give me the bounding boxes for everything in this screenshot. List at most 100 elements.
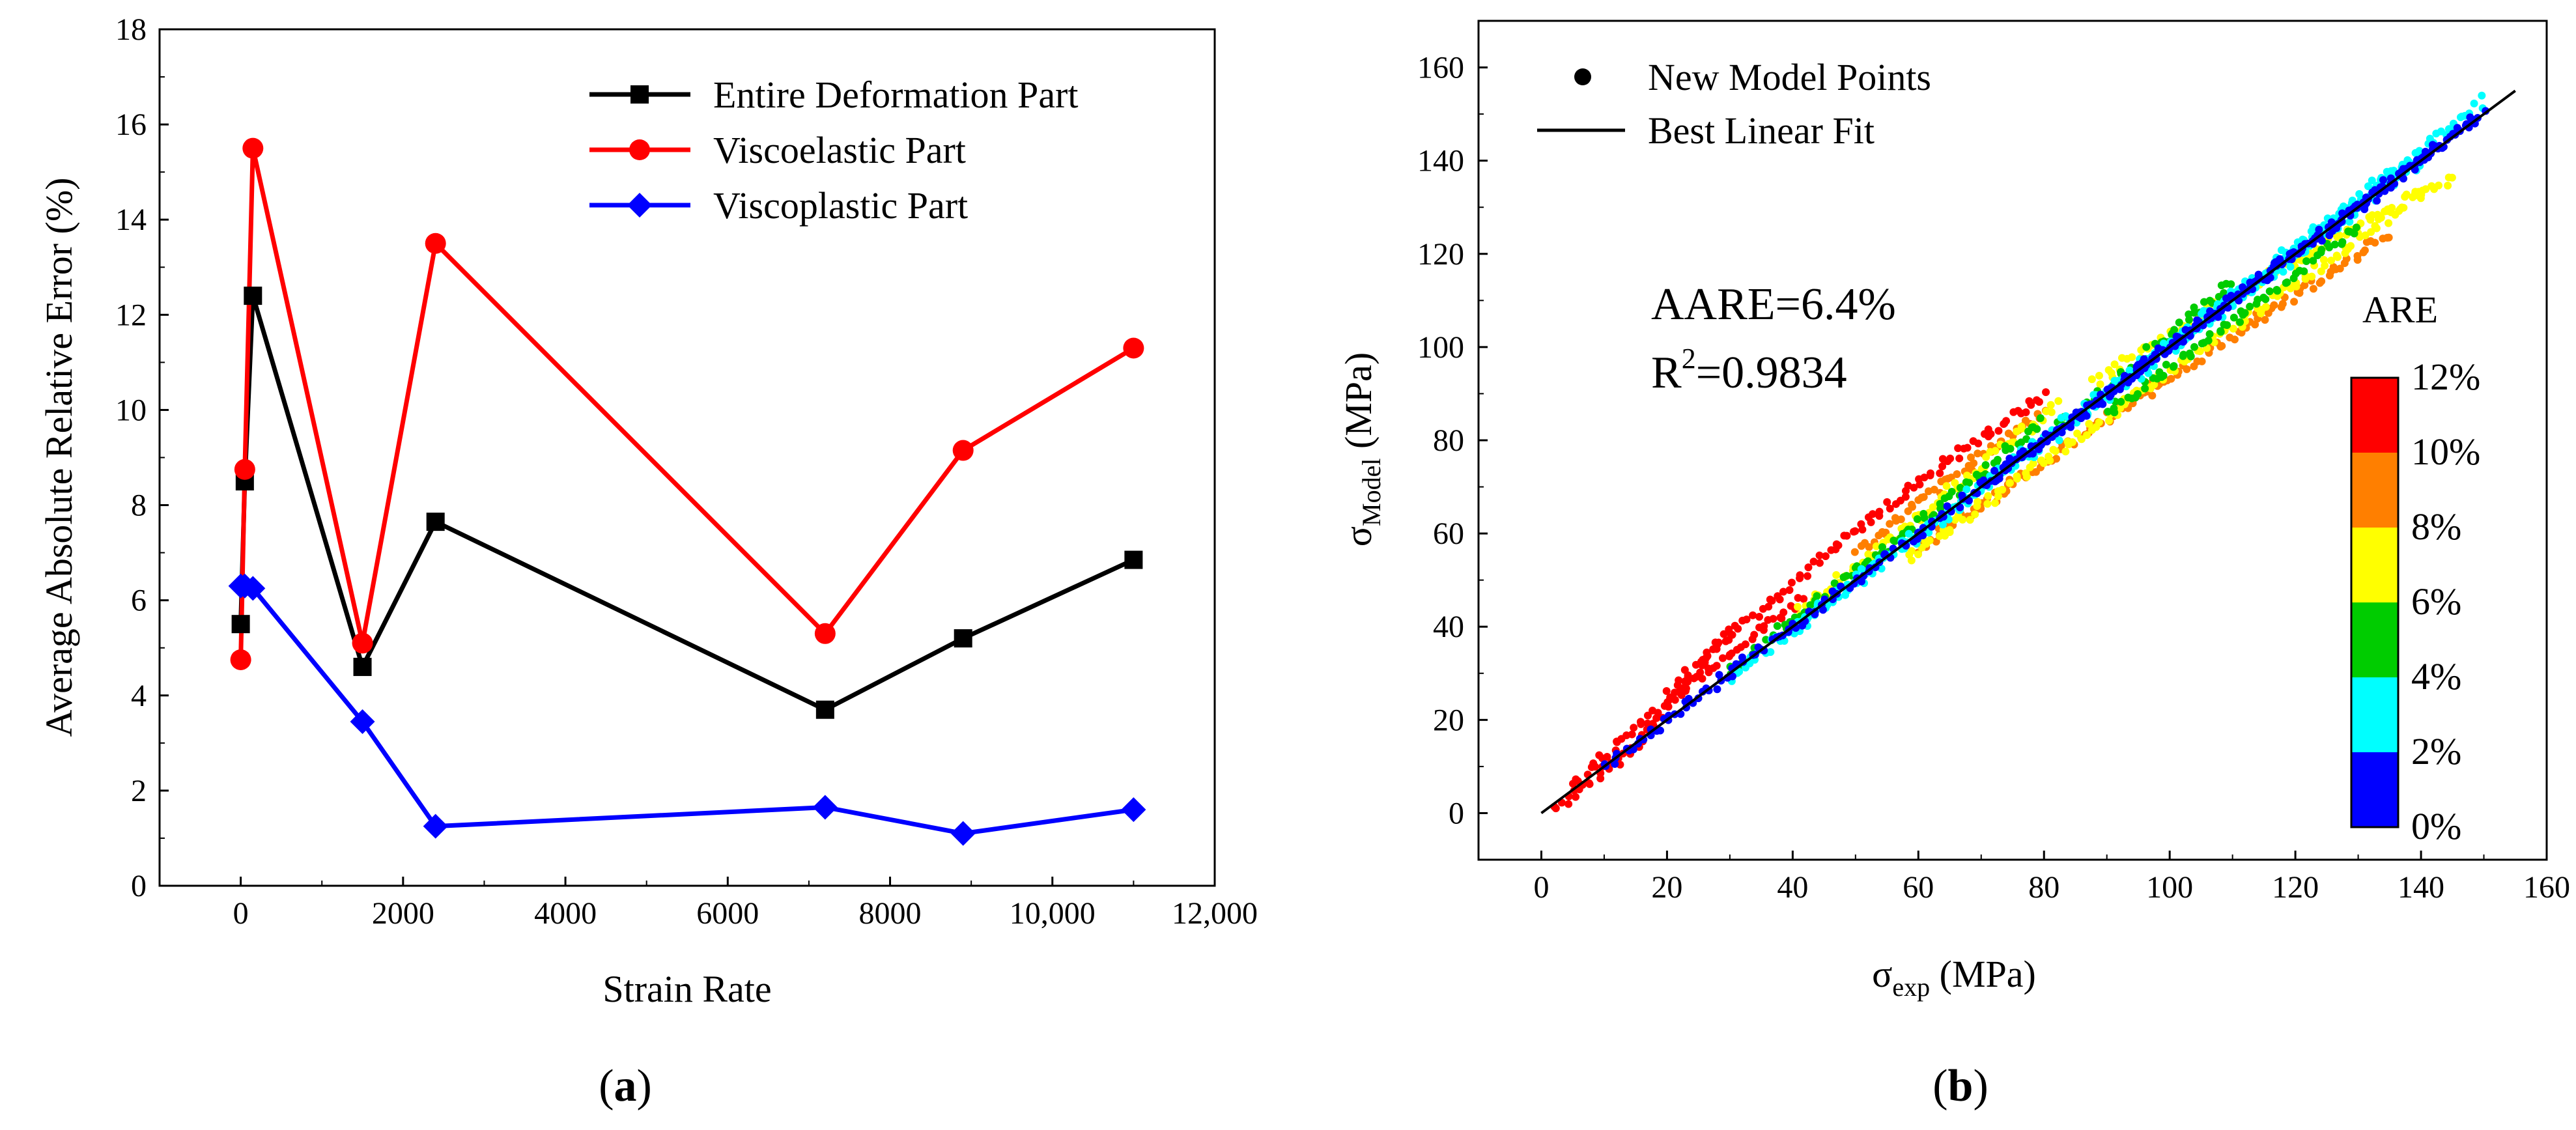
panel-b-colorbar-segment [2351,677,2398,752]
panel-a-legend-marker [627,193,652,218]
panel-b-scatter-point [2110,360,2119,369]
panel-a-data-point [1123,337,1144,359]
panel-b-scatter-point [1946,526,1954,534]
panel-b-scatter-point [1904,530,1913,538]
panel-b-scatter-point [2035,398,2043,406]
panel-b-scatter-point [1718,654,1727,662]
panel-b-legend-point-marker [1574,68,1591,85]
panel-b-scatter-point [2444,181,2452,190]
panel-b-scatter-point [1830,579,1839,587]
panel-b-x-axis-title: σexp (MPa) [1872,953,2036,1002]
panel-b-scatter-point [1994,492,2002,500]
panel-a-series-line-entire-deformation-part [238,293,1135,713]
panel-b-scatter-point [1749,611,1757,619]
panel-a-data-point [353,657,372,676]
panel-b-scatter-point [1926,469,1934,477]
panel-b-scatter-point [2229,324,2237,333]
panel-b-x-tick-label: 120 [2272,870,2319,905]
panel-b-scatter-point [2142,343,2151,351]
panel-b-scatter-point [1684,671,1692,679]
panel-b-scatter-point [1785,586,1794,594]
panel-b-scatter-point [2198,357,2206,365]
panel-b-scatter-point [1703,653,1711,661]
panel-b-scatter-point [2327,256,2336,264]
panel-b-scatter-point [2435,181,2443,190]
panel-b-scatter-point [2051,447,2059,455]
panel-b-scatter-point [2237,328,2246,337]
panel-b-scatter-point [2276,255,2284,263]
panel-a-data-point [352,632,373,654]
panel-b-scatter-point [1943,502,1951,511]
panel-b-scatter-point [1832,571,1841,579]
panel-a-y-tick-label: 0 [131,869,147,903]
panel-b-scatter-point [1963,444,1972,452]
panel-b-scatter-point [1990,499,1999,507]
panel-b-scatter-point [1857,565,1865,573]
panel-a-legend: Entire Deformation Part Viscoelastic Part… [589,74,1079,227]
panel-b-scatter-point [2317,267,2325,275]
panel-b-scatter-point [1712,645,1721,653]
panel-b-scatter-point [2052,455,2061,463]
panel-b-scatter-point [2290,298,2299,306]
panel-b-legend-fit-label: Best Linear Fit [1648,109,1875,152]
panel-b-scatter-point [2415,147,2424,155]
panel-b-y-tick-label: 100 [1417,330,1464,365]
panel-a-x-tick-label: 8000 [859,896,922,931]
panel-b-scatter-point [1698,674,1706,683]
panel-b-colorbar-label: 8% [2411,505,2461,548]
panel-b-scatter-point [2236,318,2244,326]
panel-b-y-tick-label: 0 [1449,796,1464,830]
panel-a-x-axis-title: Strain Rate [602,968,771,1010]
panel-b-aare-annotation: AARE=6.4% [1651,279,1896,330]
panel-b-scatter-point [2029,459,2037,468]
panel-b-scatter-point [1690,674,1698,683]
panel-b-scatter-point [1970,459,1978,468]
panel-b-scatter-point [2095,418,2103,427]
panel-a-data-point [242,137,264,159]
panel-b-scatter-point [2054,397,2063,405]
panel-b-scatter-point [2227,280,2235,289]
panel-b-scatter-point [1919,531,1927,540]
panel-b-x-tick-label: 20 [1651,870,1682,905]
panel-b-scatter-point [2042,388,2050,397]
panel-b-scatter-point [1987,430,1995,438]
panel-b-scatter-point [1908,500,1916,509]
panel-b-scatter-point [2190,343,2199,351]
panel-b-scatter-point [1663,698,1672,707]
panel-b-scatter-point [1742,615,1751,624]
panel-b-scatter-point [1804,572,1812,580]
panel-b-scatter-point [2319,256,2328,264]
panel-b-colorbar-title: ARE [2362,289,2438,331]
panel-b-scatter-point [2223,321,2231,330]
panel-b-scatter-point [2302,257,2311,266]
panel-b-scatter-point [2388,203,2396,212]
panel-b-scatter-point [1714,638,1723,647]
panel-b-scatter-point [2205,330,2214,338]
panel-b-scatter-point [2159,371,2168,380]
panel-b-scatter-point [1643,719,1652,727]
panel-b-scatter-point [1779,587,1788,596]
panel-b-scatter-point [1865,543,1873,551]
panel-b-scatter-point [1684,677,1692,686]
panel-b-scatter-point [1981,461,1990,470]
panel-b-colorbar-label: 2% [2411,730,2461,772]
panel-b-scatter-point [1936,469,1944,477]
panel-b-scatter-point [1589,759,1598,767]
panel-b-scatter-point [1777,614,1786,623]
panel-b-scatter-point [1916,480,1924,488]
panel-b-scatter-point [1794,602,1802,611]
panel-b-scatter-point [1643,711,1652,720]
panel-b-scatter-point [1843,531,1851,540]
panel-b-scatter-point [2116,385,2124,393]
panel-b-scatter-point [1974,439,1983,447]
panel-b-chart: 0 20 40 60 80 100 120 140 160 0 20 40 60 80 100 120 140 1… [1337,20,2570,1111]
panel-b-scatter-point [2338,238,2347,246]
panel-a-legend-label: Entire Deformation Part [713,74,1079,116]
panel-a-series-lines [238,146,1135,836]
panel-b-scatter-point [2140,355,2148,363]
panel-b-scatter-point [1656,726,1664,735]
panel-a-data-point [814,623,836,644]
panel-b-scatter-point [2246,302,2254,311]
panel-b-scatter-point [2402,190,2411,199]
panel-b-scatter-point [1815,559,1824,567]
